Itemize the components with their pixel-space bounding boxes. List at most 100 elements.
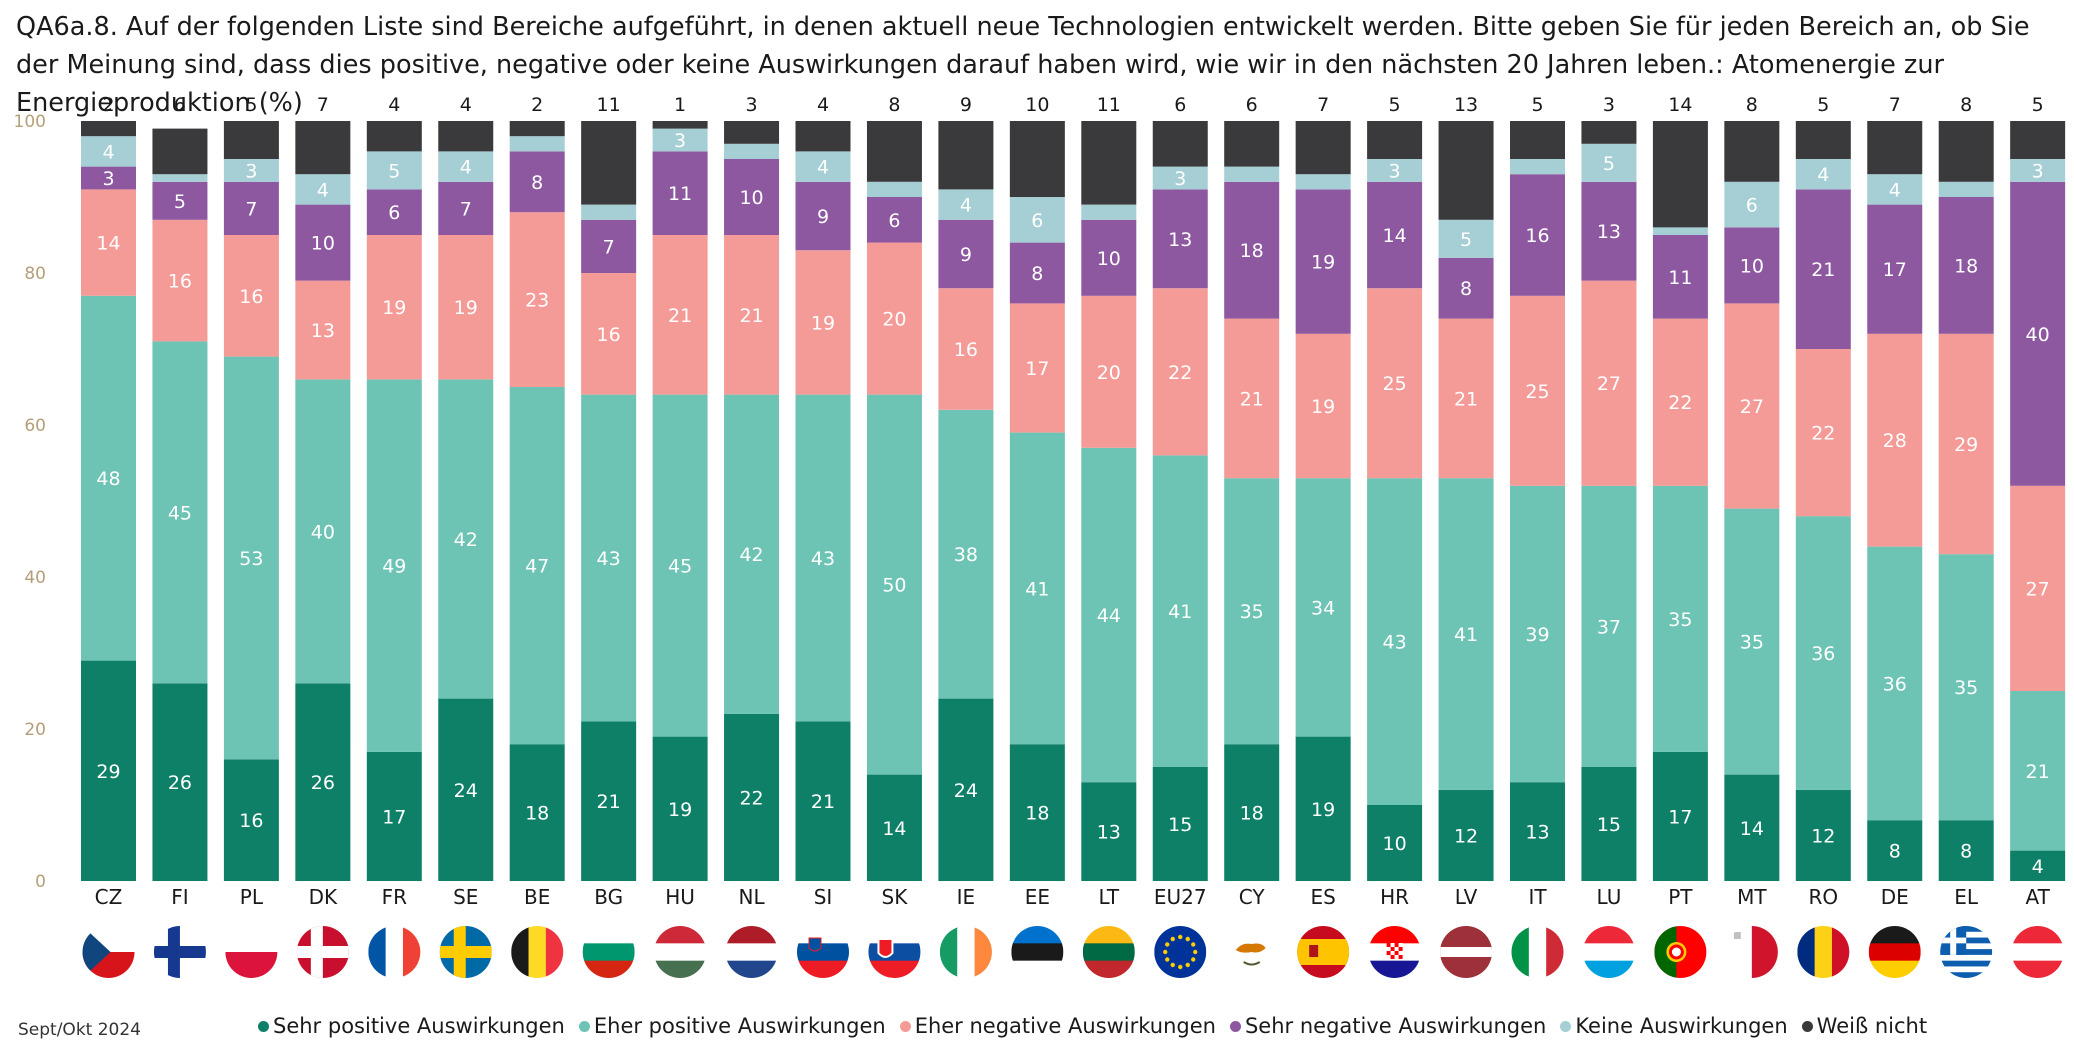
top-value-label: 3 [1603, 94, 1615, 116]
data-label: 53 [239, 548, 263, 570]
bar-segment [1009, 432, 1065, 745]
bar-segment [1081, 121, 1137, 205]
data-label: 27 [2026, 578, 2050, 600]
data-label: 27 [1597, 373, 1621, 395]
data-label: 4 [960, 195, 972, 217]
flag-se-icon [439, 926, 492, 978]
category-label: DK [309, 885, 338, 909]
data-label: 24 [454, 780, 478, 802]
bar-segment [1081, 447, 1137, 783]
category-label: IT [1528, 885, 1547, 909]
bar-segment [866, 774, 922, 881]
bar-segment [581, 204, 637, 220]
data-label: 29 [96, 761, 120, 783]
bar-segment [1009, 744, 1065, 881]
data-label: 34 [1311, 597, 1335, 619]
category-label: SI [814, 885, 833, 909]
data-label: 35 [1240, 601, 1264, 623]
bar-segment [866, 197, 922, 243]
data-label: 21 [1240, 388, 1264, 410]
bar-segment [438, 379, 494, 699]
bar-segment [366, 151, 422, 190]
data-label: 10 [1740, 255, 1764, 277]
flag-at-icon [2011, 926, 2064, 978]
data-label: 21 [2026, 761, 2050, 783]
top-value-label: 2 [531, 94, 543, 116]
bar-segment [1438, 257, 1494, 319]
data-label: 43 [811, 548, 835, 570]
legend-marker [899, 1020, 911, 1032]
data-label: 13 [1525, 822, 1549, 844]
bar-segment [438, 181, 494, 235]
data-label: 20 [1097, 362, 1121, 384]
bar-segment [1009, 121, 1065, 197]
data-label: 49 [382, 556, 406, 578]
data-label: 21 [1811, 259, 1835, 281]
bar-segment [1224, 181, 1280, 319]
top-value-label: 4 [388, 94, 400, 116]
bar-segment [509, 744, 565, 881]
bar-segment [938, 219, 994, 289]
data-label: 19 [382, 297, 406, 319]
category-label: ES [1310, 885, 1335, 909]
data-label: 37 [1597, 616, 1621, 638]
data-label: 15 [1168, 814, 1192, 836]
data-label: 3 [674, 130, 686, 152]
top-value-label: 8 [1746, 94, 1758, 116]
data-label: 5 [388, 160, 400, 182]
bar-segment [938, 409, 994, 699]
data-label: 18 [525, 803, 549, 825]
data-label: 19 [668, 799, 692, 821]
bar-segment [438, 151, 494, 182]
data-label: 15 [1597, 814, 1621, 836]
bar-segment [1295, 736, 1351, 881]
legend-item: Sehr positive Auswirkungen [258, 1014, 565, 1038]
bar-segment [724, 159, 780, 235]
bar-segment [1510, 485, 1565, 783]
data-label: 39 [1525, 624, 1549, 646]
bar-segment [1152, 121, 1208, 167]
data-label: 13 [1168, 229, 1192, 251]
category-label: SE [453, 885, 478, 909]
bar-segment [1795, 121, 1851, 159]
data-label: 5 [174, 191, 186, 213]
bar-segment [1295, 333, 1351, 479]
bar-segment [509, 151, 565, 213]
bar-segment [81, 189, 136, 296]
bar-segment [1152, 166, 1208, 190]
data-label: 17 [1668, 806, 1692, 828]
data-label: 11 [1668, 267, 1692, 289]
data-label: 19 [1311, 799, 1335, 821]
bar-segment [1367, 288, 1423, 479]
bar-segment [438, 698, 494, 881]
bar-segment [1367, 181, 1423, 289]
top-value-label: 8 [888, 94, 900, 116]
bar-segment [295, 121, 351, 175]
category-label: FI [171, 885, 188, 909]
data-label: 26 [311, 772, 335, 794]
bar-segment [1224, 318, 1280, 479]
data-label: 19 [1311, 396, 1335, 418]
bar-segment [1510, 121, 1565, 159]
data-label: 21 [1454, 388, 1478, 410]
bar-segment [1652, 235, 1708, 319]
bar-segment [2010, 485, 2066, 691]
bar-segment [795, 121, 851, 152]
data-label: 36 [1811, 643, 1835, 665]
flag-bg-icon [582, 926, 635, 978]
data-label: 35 [1954, 677, 1978, 699]
bar-segment [1652, 121, 1708, 228]
data-label: 16 [239, 286, 263, 308]
data-label: 22 [739, 787, 763, 809]
flag-cy-icon [1225, 926, 1278, 978]
footer-note: Sept/Okt 2024 [18, 1020, 141, 1040]
data-label: 44 [1097, 605, 1121, 627]
bar-segment [1867, 333, 1923, 547]
data-label: 3 [102, 168, 114, 190]
data-label: 22 [1811, 423, 1835, 445]
data-label: 12 [1811, 825, 1835, 847]
bar-segment [1581, 280, 1637, 486]
data-label: 16 [597, 324, 621, 346]
bar-segment [866, 121, 922, 182]
